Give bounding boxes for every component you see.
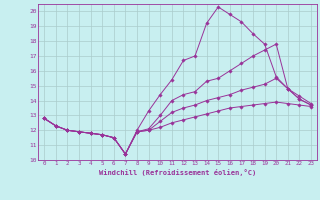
X-axis label: Windchill (Refroidissement éolien,°C): Windchill (Refroidissement éolien,°C) [99,169,256,176]
